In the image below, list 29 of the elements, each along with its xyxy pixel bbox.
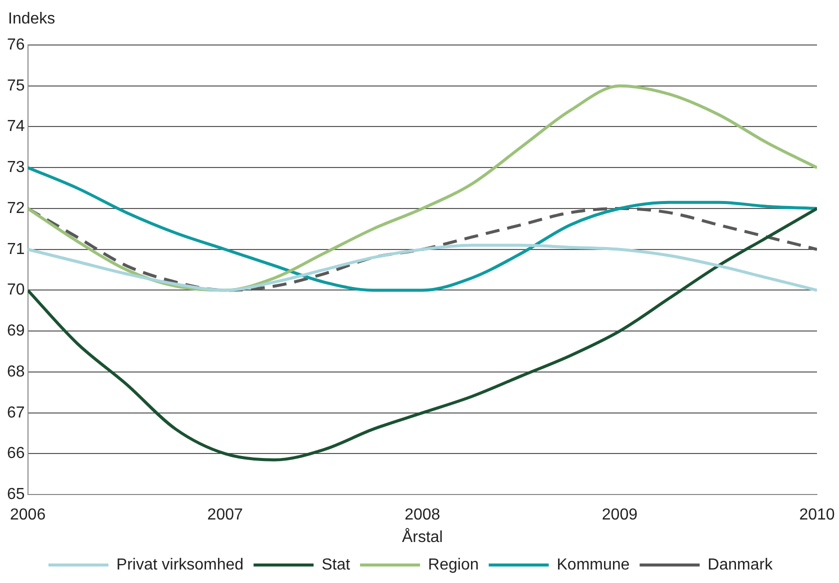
y-tick-label: 73 (7, 159, 25, 176)
line-series (28, 166, 817, 292)
line-series (28, 206, 817, 292)
x-tick-label: 2009 (602, 506, 638, 524)
x-tick-label: 2010 (799, 506, 835, 524)
y-tick-label: 72 (7, 200, 25, 217)
line-series (28, 84, 817, 292)
y-tick-label: 75 (7, 77, 25, 94)
line-series (28, 244, 817, 292)
legend-label: Privat virksomhed (116, 556, 244, 574)
y-tick-label: 76 (7, 36, 25, 54)
legend-label: Stat (322, 556, 351, 574)
line-series (28, 206, 817, 462)
y-tick-label: 69 (7, 322, 25, 340)
x-tick-label: 2006 (10, 506, 46, 524)
x-axis-title: Årstal (402, 528, 443, 546)
x-tick-label: 2007 (207, 506, 243, 524)
legend-label: Region (428, 556, 479, 574)
y-tick-label: 65 (7, 486, 25, 504)
y-tick-label: 68 (7, 363, 25, 380)
y-tick-label: 67 (7, 404, 25, 422)
y-tick-label: 74 (7, 118, 25, 136)
y-tick-label: 66 (7, 445, 25, 462)
y-axis-title: Indeks (8, 10, 56, 28)
y-tick-label: 71 (7, 240, 25, 258)
legend-label: Danmark (708, 556, 774, 574)
x-tick-label: 2008 (404, 506, 440, 524)
y-tick-label: 70 (7, 282, 25, 299)
legend-label: Kommune (556, 556, 630, 574)
